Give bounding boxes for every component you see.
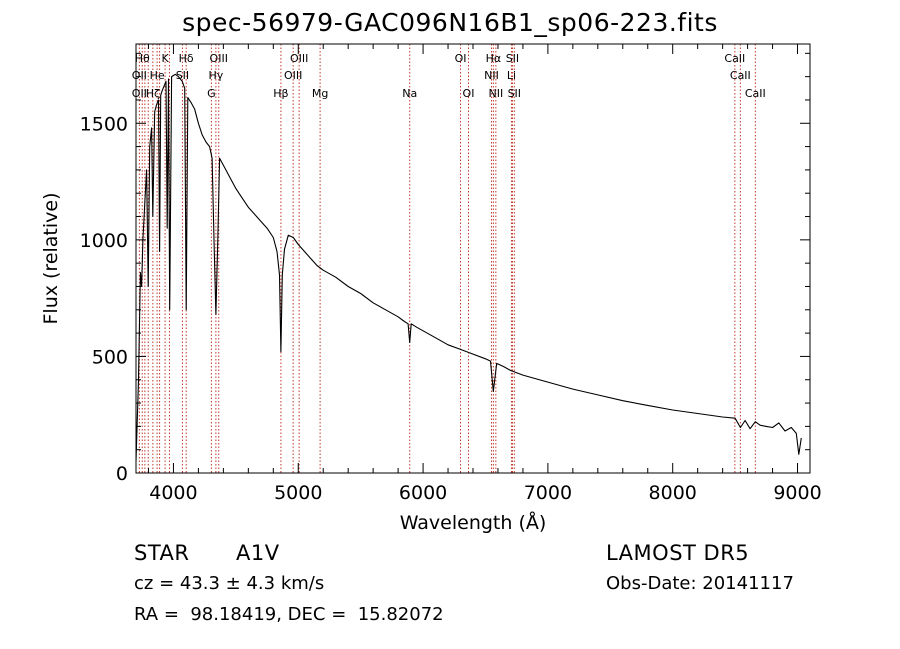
line-label: NII — [488, 87, 503, 100]
axes: 4000 5000 6000 7000 8000 9000 0 500 1000 1500 Wave… — [40, 43, 822, 534]
line-label: Hβ — [273, 87, 288, 100]
line-label: OIII — [210, 52, 228, 65]
line-label: Hδ — [179, 52, 194, 65]
spectrum-line — [135, 73, 802, 462]
line-label: Hα — [486, 52, 502, 65]
obs-date: Obs-Date: 20141117 — [606, 573, 794, 594]
line-label: SII — [506, 52, 519, 65]
x-tick-label: 8000 — [649, 482, 697, 504]
line-label: CaII — [745, 87, 766, 100]
line-label: OIII — [290, 52, 308, 65]
line-label: OII — [132, 69, 147, 82]
line-label: Mg — [312, 87, 328, 100]
line-label: Na — [402, 87, 417, 100]
line-label: Li — [507, 69, 516, 82]
line-label: OII — [132, 87, 147, 100]
y-tick-label: 1500 — [80, 113, 128, 135]
line-label: SII — [176, 69, 189, 82]
object-class: STAR — [134, 541, 190, 565]
x-tick-label: 5000 — [274, 482, 322, 504]
y-tick-label: 500 — [92, 346, 128, 368]
x-tick-label: 6000 — [399, 482, 447, 504]
line-label: OI — [455, 52, 467, 65]
line-labels: Hθ K Hδ OIII OIII OI Hα SII CaII OII He SII Hγ OIII NI… — [132, 52, 766, 100]
y-tick-label: 1000 — [80, 230, 128, 252]
chart-title: spec-56979-GAC096N16B1_sp06-223.fits — [182, 8, 718, 37]
x-tick-label: 9000 — [773, 482, 821, 504]
object-subclass: A1V — [236, 541, 280, 565]
line-label: NII — [484, 69, 499, 82]
line-label: CaII — [724, 52, 745, 65]
y-tick-label: 0 — [116, 463, 128, 485]
line-label: SII — [508, 87, 521, 100]
x-tick-label: 7000 — [524, 482, 572, 504]
line-label: OI — [463, 87, 475, 100]
line-label: K — [161, 52, 169, 65]
line-label: Hζ — [146, 87, 160, 100]
y-axis-label: Flux (relative) — [40, 192, 62, 324]
survey-label: LAMOST DR5 — [606, 541, 750, 565]
line-label: CaII — [730, 69, 751, 82]
coordinates: RA = 98.18419, DEC = 15.82072 — [134, 604, 444, 625]
line-label: OIII — [284, 69, 302, 82]
line-label: G — [207, 87, 216, 100]
x-tick-label: 4000 — [149, 482, 197, 504]
line-label: Hθ — [135, 52, 150, 65]
spectrum-series — [135, 73, 802, 462]
redshift-info: cz = 43.3 ± 4.3 km/s — [134, 573, 325, 594]
plot-frame — [135, 43, 811, 474]
x-axis-label: Wavelength (Å) — [400, 511, 547, 534]
line-label: He — [150, 69, 165, 82]
line-label: Hγ — [208, 69, 223, 82]
